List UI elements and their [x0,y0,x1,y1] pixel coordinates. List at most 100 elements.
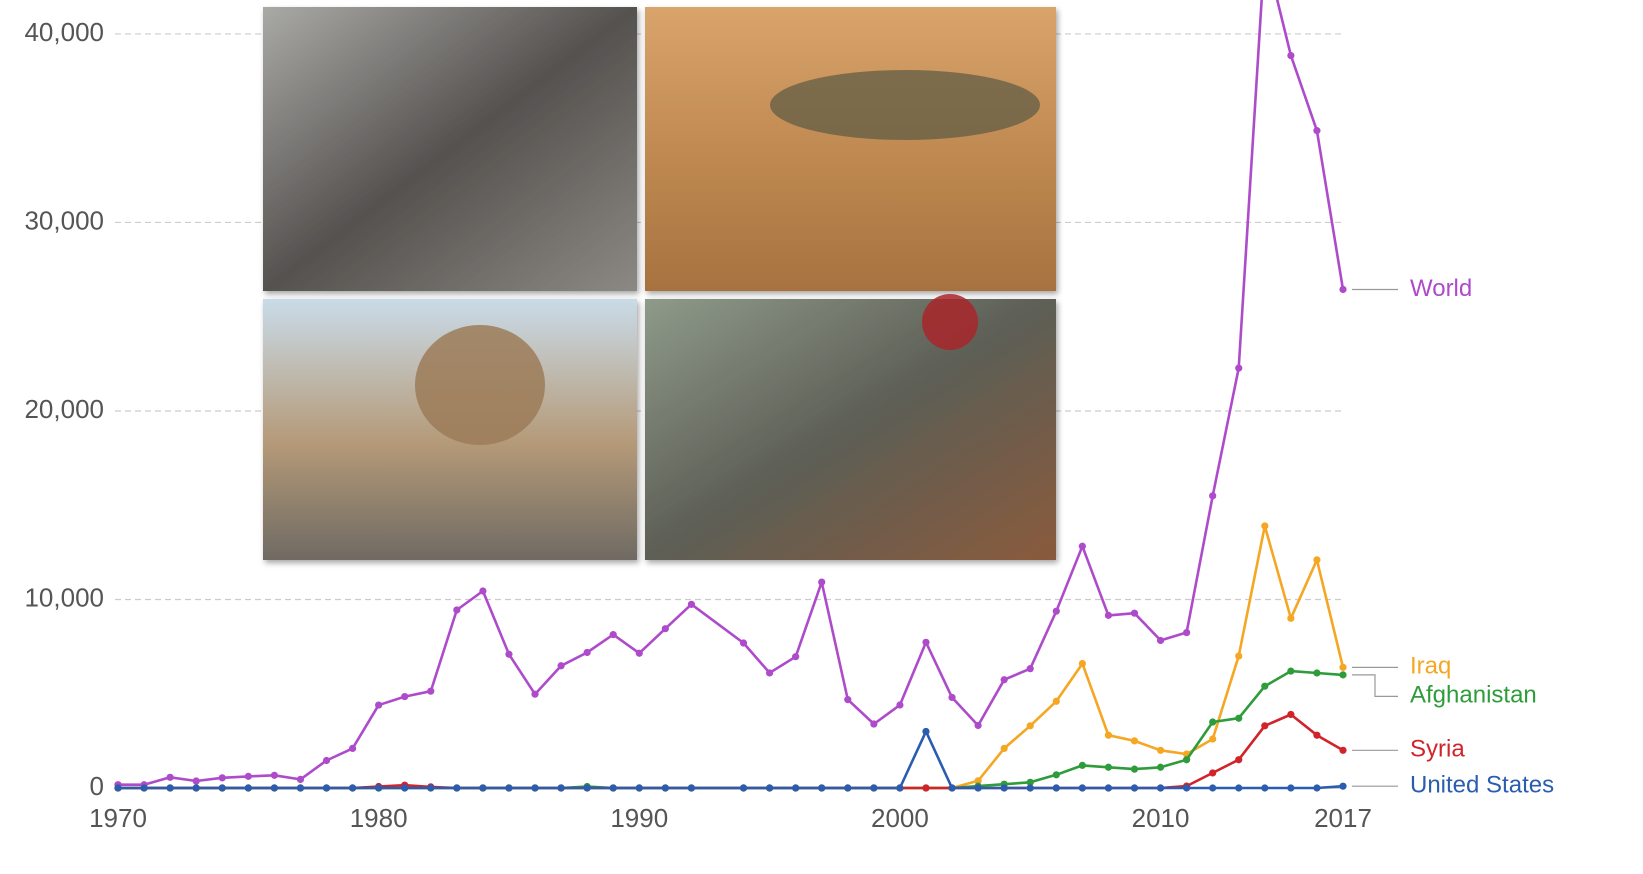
data-point [1027,665,1034,672]
data-point [1261,784,1268,791]
data-point [271,784,278,791]
data-point [1209,718,1216,725]
photo [645,7,1056,291]
data-point [1261,722,1268,729]
data-point [323,757,330,764]
data-point [1313,556,1320,563]
data-point [818,784,825,791]
data-point [1261,522,1268,529]
y-tick-label: 40,000 [24,17,104,47]
data-point [401,693,408,700]
photo-detail [922,294,978,350]
data-point [1339,783,1346,790]
data-point [766,784,773,791]
data-point [1131,610,1138,617]
data-point [245,773,252,780]
data-point [662,784,669,791]
data-point [271,772,278,779]
data-point [1105,732,1112,739]
data-point [740,639,747,646]
data-point [1027,722,1034,729]
data-point [1001,745,1008,752]
data-point [1183,756,1190,763]
data-point [1313,669,1320,676]
y-tick-label: 10,000 [24,582,104,612]
x-tick-label: 1990 [610,803,668,833]
data-point [505,651,512,658]
data-point [1209,784,1216,791]
data-point [688,784,695,791]
data-point [297,776,304,783]
data-point [636,650,643,657]
data-point [1313,784,1320,791]
data-point [219,774,226,781]
photo [263,7,637,291]
data-point [167,774,174,781]
y-tick-label: 0 [90,771,104,801]
legend-label: United States [1410,772,1554,799]
data-point [505,784,512,791]
data-point [1339,286,1346,293]
data-point [948,694,955,701]
leader-line [1352,675,1398,696]
data-point [1313,127,1320,134]
data-point [140,784,147,791]
data-point [1235,365,1242,372]
data-point [1053,608,1060,615]
data-point [1209,769,1216,776]
data-point [1157,784,1164,791]
photo-detail [415,325,545,445]
data-point [1079,784,1086,791]
data-point [531,691,538,698]
data-point [922,639,929,646]
data-point [1053,771,1060,778]
data-point [975,722,982,729]
data-point [975,784,982,791]
x-tick-label: 2010 [1132,803,1190,833]
data-point [818,578,825,585]
data-point [766,669,773,676]
data-point [219,784,226,791]
legend-label: World [1410,275,1472,302]
legend-label: Syria [1410,736,1465,763]
chart: 010,00020,00030,00040,000197019801990200… [0,0,1643,874]
data-point [193,784,200,791]
data-point [453,784,460,791]
data-point [870,784,877,791]
data-point [375,701,382,708]
data-point [922,728,929,735]
data-point [1131,737,1138,744]
data-point [610,631,617,638]
data-point [349,745,356,752]
data-point [427,784,434,791]
data-point [1235,715,1242,722]
data-point [688,601,695,608]
data-point [453,606,460,613]
data-point [1339,664,1346,671]
data-point [557,662,564,669]
x-tick-label: 1980 [350,803,408,833]
data-point [1079,543,1086,550]
data-point [1053,698,1060,705]
data-point [114,784,121,791]
data-point [662,625,669,632]
data-point [427,688,434,695]
legend-label: Iraq [1410,653,1451,680]
data-point [636,784,643,791]
data-point [1261,683,1268,690]
data-point [531,784,538,791]
data-point [1235,784,1242,791]
data-point [1287,711,1294,718]
data-point [610,784,617,791]
data-point [948,784,955,791]
x-tick-label: 2017 [1314,803,1372,833]
data-point [1183,629,1190,636]
page: {"chart_data": {"type": "line", "x": [19… [0,0,1643,874]
data-point [297,784,304,791]
photo [645,299,1056,560]
data-point [1001,676,1008,683]
data-point [193,777,200,784]
data-point [245,784,252,791]
data-point [844,784,851,791]
